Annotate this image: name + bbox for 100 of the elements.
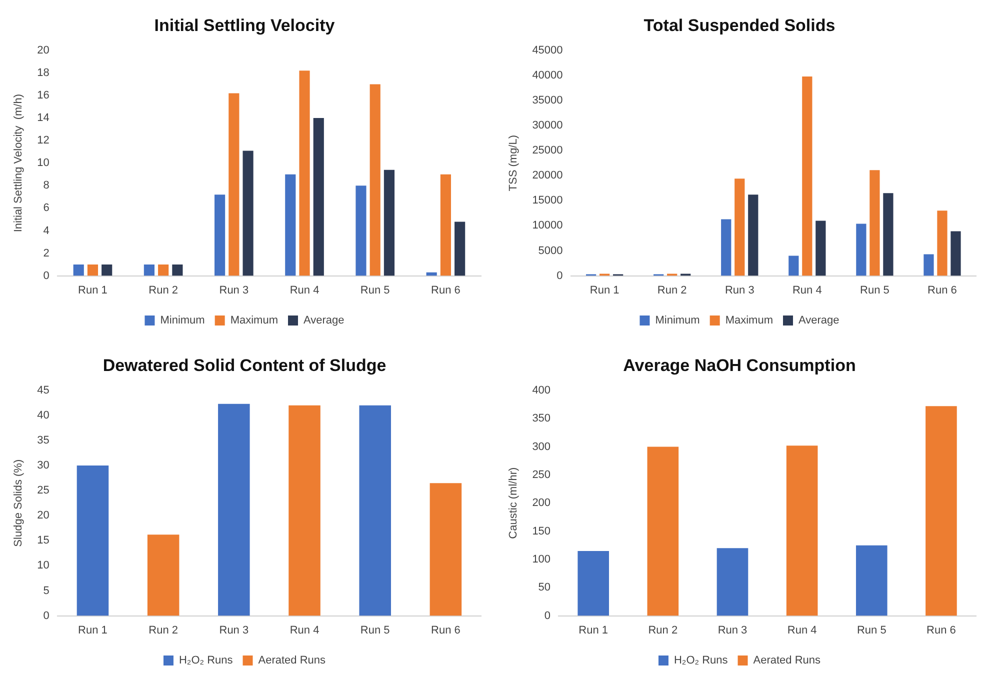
y-tick-label: 4	[43, 224, 50, 237]
x-tick-label: Run 2	[648, 624, 678, 636]
y-tick-label: 6	[43, 202, 50, 214]
y-tick-label: 50	[538, 582, 551, 594]
bar	[218, 404, 250, 616]
y-tick-label: 20	[37, 44, 50, 56]
y-tick-label: 16	[37, 90, 50, 102]
y-axis-title: TSS (mg/L)	[508, 134, 520, 192]
x-tick-label: Run 4	[792, 284, 822, 296]
bar	[924, 254, 934, 276]
bar	[937, 210, 948, 276]
y-tick-label: 0	[544, 610, 551, 622]
y-axis-title: Sludge Solids (%)	[12, 459, 25, 547]
x-tick-label: Run 3	[219, 624, 249, 636]
x-tick-label: Run 1	[590, 284, 620, 296]
y-tick-label: 5000	[538, 244, 563, 257]
x-tick-label: Run 3	[724, 284, 754, 296]
y-tick-label: 25000	[532, 144, 563, 157]
x-tick-label: Run 5	[860, 284, 890, 296]
y-tick-label: 30	[37, 460, 50, 472]
legend-label: Aerated Runs	[753, 654, 822, 667]
bar	[288, 405, 320, 616]
bar	[285, 174, 296, 276]
bar	[384, 170, 395, 276]
y-tick-label: 0	[43, 270, 50, 282]
y-axis-title: Initial Settling Velocity (m/h)	[12, 94, 25, 232]
bar	[721, 219, 732, 276]
y-tick-label: 35000	[532, 94, 563, 107]
y-tick-label: 45	[37, 384, 50, 396]
bar	[102, 264, 112, 276]
bar	[454, 222, 466, 276]
y-tick-label: 15000	[532, 194, 563, 207]
x-tick-label: Run 4	[787, 624, 817, 636]
legend-label: Minimum	[160, 314, 205, 327]
bar	[883, 193, 894, 276]
x-tick-label: Run 6	[431, 624, 460, 636]
y-tick-label: 20	[37, 510, 50, 522]
y-axis-title: Caustic (ml/hr)	[508, 467, 520, 539]
bar	[356, 186, 366, 276]
y-tick-label: 18	[37, 66, 50, 79]
x-tick-label: Run 3	[219, 284, 249, 296]
bar	[856, 545, 888, 616]
legend-label: Minimum	[655, 314, 700, 327]
bar	[158, 264, 169, 276]
chart-title: Dewatered Solid Content of Sludge	[102, 356, 386, 375]
x-tick-label: Run 3	[718, 624, 748, 636]
bar	[214, 194, 226, 276]
y-tick-label: 12	[37, 134, 50, 147]
y-tick-label: 45000	[532, 44, 563, 56]
bar	[647, 446, 679, 616]
y-tick-label: 10	[37, 157, 50, 170]
bar	[430, 483, 462, 616]
y-tick-label: 0	[556, 270, 563, 282]
y-tick-label: 300	[532, 440, 551, 453]
bar	[87, 264, 98, 276]
y-tick-label: 40	[37, 409, 50, 422]
x-tick-label: Run 2	[148, 284, 178, 296]
y-tick-label: 150	[532, 525, 551, 538]
bar	[816, 220, 826, 276]
y-tick-label: 14	[37, 112, 50, 124]
chart-title: Initial Settling Velocity	[154, 16, 336, 35]
bar	[748, 194, 758, 276]
y-tick-label: 30000	[532, 120, 563, 132]
y-tick-label: 10000	[532, 220, 563, 232]
y-tick-label: 8	[43, 180, 50, 192]
bar	[734, 178, 745, 276]
y-tick-label: 350	[532, 412, 551, 425]
x-tick-label: Run 1	[578, 624, 608, 636]
chart-title: Total Suspended Solids	[644, 16, 836, 35]
bar	[786, 446, 818, 616]
legend-label: Average	[798, 314, 840, 327]
bar	[856, 224, 866, 276]
legend-label: Maximum	[725, 314, 774, 327]
x-tick-label: Run 5	[856, 624, 886, 636]
bar	[73, 264, 84, 276]
legend-label: Aerated Runs	[258, 654, 326, 667]
x-tick-label: Run 5	[360, 624, 390, 636]
x-tick-label: Run 1	[78, 284, 108, 296]
y-tick-label: 40000	[532, 69, 563, 82]
bar	[299, 70, 310, 276]
x-tick-label: Run 6	[928, 284, 957, 296]
bar	[172, 264, 183, 276]
bar	[76, 466, 109, 616]
bar	[578, 550, 609, 616]
bar	[802, 76, 812, 276]
x-tick-label: Run 6	[926, 624, 956, 636]
x-tick-label: Run 5	[360, 284, 390, 296]
legend-label: Average	[304, 314, 344, 327]
y-tick-label: 250	[532, 468, 551, 481]
bar	[313, 118, 324, 276]
bar	[147, 534, 180, 616]
bar	[716, 548, 748, 616]
legend-label: H₂O₂ Runs	[674, 654, 728, 667]
y-tick-label: 200	[532, 497, 551, 510]
bar	[370, 84, 380, 276]
bar	[440, 174, 451, 276]
x-tick-label: Run 6	[431, 284, 460, 296]
legend-label: H₂O₂ Runs	[178, 654, 234, 667]
legend-label: Maximum	[230, 314, 278, 327]
x-tick-label: Run 1	[78, 624, 108, 636]
